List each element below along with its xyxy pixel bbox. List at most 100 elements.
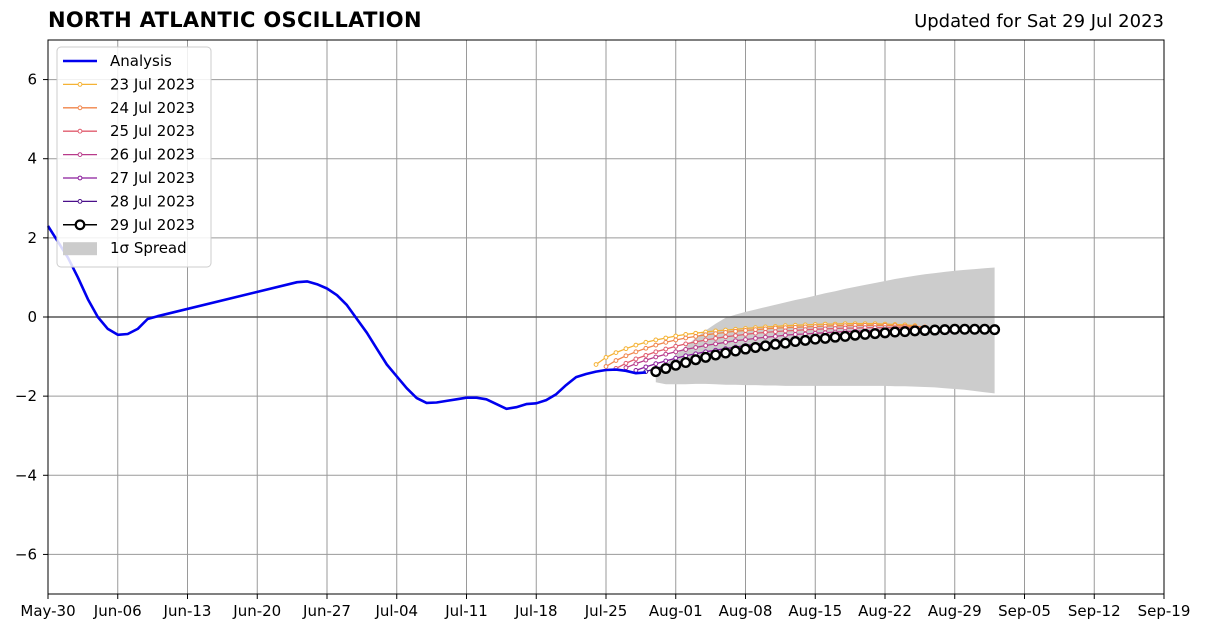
forecast-point	[703, 337, 709, 343]
latest-forecast-point	[889, 326, 901, 338]
forecast-point	[663, 351, 669, 357]
latest-forecast-point	[799, 334, 811, 346]
forecast-point	[723, 334, 728, 340]
forecast-point	[772, 329, 778, 335]
latest-forecast-point	[859, 328, 871, 340]
forecast-point	[693, 339, 699, 345]
x-tick-label: May-30	[20, 602, 75, 620]
latest-forecast-point	[989, 324, 1001, 336]
legend-entry: 26 Jul 2023	[63, 146, 195, 164]
x-tick-label: Aug-01	[649, 602, 703, 620]
analysis-layer	[46, 225, 647, 411]
forecast-point	[683, 347, 689, 352]
latest-forecast-point	[650, 366, 662, 378]
chart-subtitle: Updated for Sat 29 Jul 2023	[914, 11, 1164, 32]
latest-forecast-point	[690, 354, 702, 366]
legend-entry: 29 Jul 2023	[63, 216, 195, 234]
forecast-point	[782, 332, 788, 338]
latest-forecast-point	[749, 341, 761, 353]
forecast-point	[623, 353, 629, 359]
forecast-point	[703, 332, 709, 338]
latest-forecast-point	[899, 326, 911, 338]
latest-forecast-point	[720, 347, 732, 359]
latest-forecast-point	[819, 332, 831, 344]
forecast-point	[653, 361, 659, 367]
forecast-point	[623, 346, 629, 352]
x-tick-label: Jul-11	[444, 602, 488, 620]
x-tick-label: Jul-25	[584, 602, 628, 620]
latest-forecast-point	[740, 343, 752, 355]
forecast-point	[792, 328, 798, 333]
x-tick-label: Aug-15	[788, 602, 842, 620]
latest-forecast-point	[949, 323, 961, 335]
forecast-point	[753, 330, 758, 336]
forecast-point	[673, 343, 679, 349]
legend-label: 1σ Spread	[110, 239, 187, 257]
y-axis: −6 −4 −2 0 2 4 6	[15, 71, 48, 563]
legend-marker	[77, 82, 83, 87]
forecast-point	[693, 345, 699, 350]
forecast-point	[623, 360, 629, 366]
legend-marker	[77, 199, 83, 204]
forecast-point	[673, 355, 679, 361]
legend-swatch	[63, 242, 97, 256]
latest-forecast-point	[849, 329, 861, 341]
latest-forecast-point	[919, 324, 931, 336]
forecast-point	[633, 356, 639, 362]
forecast-point	[603, 354, 609, 360]
y-tick-label: −6	[15, 545, 37, 563]
latest-forecast-point	[959, 323, 971, 335]
forecast-point	[792, 332, 798, 337]
forecast-point	[663, 346, 669, 352]
forecast-point	[723, 339, 728, 345]
x-tick-label: Sep-12	[1068, 602, 1121, 620]
forecast-point	[743, 337, 748, 342]
legend: Analysis 23 Jul 2023 24 Jul 2023 25 Jul 202…	[56, 46, 212, 268]
x-tick-label: Sep-05	[998, 602, 1051, 620]
forecast-point	[782, 328, 788, 334]
x-axis: May-30 Jun-06 Jun-13 Jun-20 Jun-27 Jul-04 Jul-…	[20, 594, 1190, 620]
latest-forecast-point	[660, 362, 672, 374]
legend-entry: Analysis	[63, 52, 172, 70]
legend-marker	[77, 105, 83, 111]
forecast-point	[733, 333, 738, 338]
legend-label: 26 Jul 2023	[110, 146, 195, 164]
forecast-point	[713, 331, 719, 337]
legend-entry: 1σ Spread	[63, 239, 187, 257]
x-tick-label: Aug-29	[928, 602, 982, 620]
forecast-point	[643, 357, 649, 363]
x-tick-label: Aug-22	[858, 602, 912, 620]
latest-forecast-point	[779, 337, 791, 349]
forecast-point	[643, 339, 649, 345]
latest-forecast-point	[979, 323, 991, 335]
forecast-point	[713, 341, 719, 347]
latest-forecast-point	[869, 328, 881, 340]
x-tick-label: Jul-04	[374, 602, 418, 620]
legend-entry: 25 Jul 2023	[63, 122, 195, 140]
forecast-point	[763, 334, 768, 340]
forecast-point	[653, 349, 659, 355]
latest-forecast-point	[759, 340, 771, 352]
latest-forecast-point	[670, 359, 682, 371]
legend-label: Analysis	[110, 52, 172, 70]
latest-forecast-point	[680, 357, 692, 369]
legend-entry: 24 Jul 2023	[63, 99, 195, 117]
latest-forecast-point	[879, 327, 891, 339]
latest-forecast-layer	[650, 323, 1001, 378]
legend-box	[56, 46, 212, 268]
forecast-point	[593, 362, 599, 367]
x-tick-label: Jun-27	[302, 602, 351, 620]
forecast-point	[753, 335, 758, 341]
forecast-point	[683, 335, 689, 341]
forecast-point	[633, 349, 639, 355]
legend-marker	[77, 128, 83, 134]
forecast-point	[673, 349, 679, 355]
forecast-point	[743, 328, 748, 333]
forecast-point	[713, 335, 719, 341]
legend-entry: 28 Jul 2023	[63, 192, 195, 210]
latest-forecast-point	[909, 325, 921, 337]
legend-label: 29 Jul 2023	[110, 216, 195, 234]
forecast-point	[653, 342, 659, 348]
analysis-line	[46, 225, 647, 411]
x-tick-label: Jul-18	[514, 602, 558, 620]
